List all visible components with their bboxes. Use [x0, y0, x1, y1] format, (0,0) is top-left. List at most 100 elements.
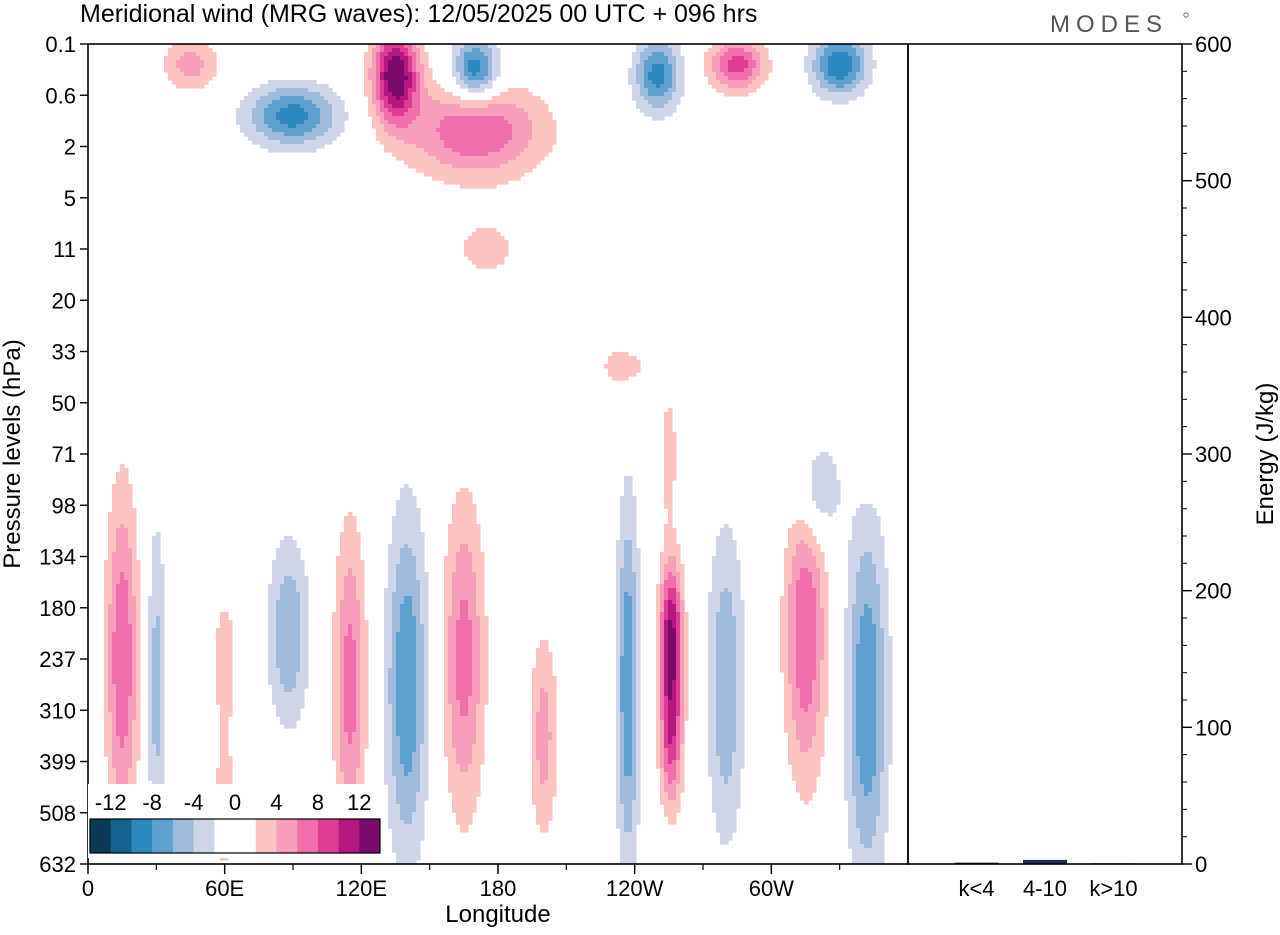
contour-cell — [124, 600, 129, 605]
contour-cell — [836, 72, 841, 77]
contour-cell — [784, 584, 789, 589]
contour-cell — [396, 52, 401, 57]
contour-cell — [400, 548, 405, 553]
contour-cell — [408, 84, 413, 89]
contour-cell — [468, 576, 473, 581]
contour-cell — [880, 536, 885, 541]
contour-cell — [384, 592, 389, 597]
contour-cell — [188, 60, 193, 65]
contour-cell — [816, 48, 821, 53]
contour-cell — [252, 108, 257, 113]
contour-cell — [512, 124, 517, 129]
contour-cell — [460, 508, 465, 513]
contour-cell — [792, 568, 797, 573]
contour-cell — [540, 132, 545, 137]
contour-cell — [416, 72, 421, 77]
contour-cell — [448, 564, 453, 569]
contour-cell — [848, 76, 853, 81]
contour-cell — [380, 88, 385, 93]
contour-cell — [676, 544, 681, 549]
contour-cell — [544, 116, 549, 121]
contour-cell — [816, 480, 821, 485]
contour-cell — [472, 60, 477, 65]
contour-cell — [424, 76, 429, 81]
contour-cell — [660, 552, 665, 557]
contour-cell — [660, 568, 665, 573]
contour-cell — [820, 500, 825, 505]
contour-cell — [424, 160, 429, 165]
contour-cell — [672, 460, 677, 465]
contour-cell — [780, 604, 785, 609]
contour-cell — [716, 572, 721, 577]
contour-cell — [456, 524, 461, 529]
contour-cell — [160, 568, 165, 573]
contour-cell — [868, 512, 873, 517]
contour-cell — [480, 244, 485, 249]
contour-cell — [848, 88, 853, 93]
contour-cell — [880, 592, 885, 597]
contour-cell — [360, 576, 365, 581]
contour-cell — [452, 60, 457, 65]
contour-cell — [800, 580, 805, 585]
contour-cell — [396, 48, 401, 53]
contour-cell — [848, 588, 853, 593]
contour-cell — [608, 364, 613, 369]
contour-cell — [664, 484, 669, 489]
contour-cell — [660, 596, 665, 601]
contour-cell — [360, 612, 365, 617]
contour-cell — [680, 72, 685, 77]
contour-cell — [352, 596, 357, 601]
contour-cell — [124, 532, 129, 537]
contour-cell — [452, 148, 457, 153]
contour-cell — [788, 576, 793, 581]
contour-cell — [616, 564, 621, 569]
contour-cell — [396, 504, 401, 509]
contour-cell — [524, 92, 529, 97]
contour-cell — [488, 48, 493, 53]
contour-cell — [396, 596, 401, 601]
contour-cell — [376, 80, 381, 85]
contour-cell — [644, 60, 649, 65]
contour-cell — [340, 556, 345, 561]
contour-cell — [344, 608, 349, 613]
contour-cell — [440, 148, 445, 153]
contour-cell — [192, 52, 197, 57]
contour-cell — [476, 44, 481, 49]
contour-cell — [388, 48, 393, 53]
contour-cell — [372, 64, 377, 69]
contour-cell — [840, 68, 845, 73]
contour-cell — [796, 596, 801, 601]
contour-cell — [636, 68, 641, 73]
contour-cell — [348, 604, 353, 609]
contour-cell — [792, 532, 797, 537]
contour-cell — [404, 108, 409, 113]
contour-field — [104, 44, 893, 865]
contour-cell — [276, 128, 281, 133]
contour-cell — [296, 564, 301, 569]
contour-cell — [520, 136, 525, 141]
contour-cell — [668, 412, 673, 417]
contour-cell — [724, 620, 729, 625]
contour-cell — [676, 552, 681, 557]
contour-cell — [824, 44, 829, 49]
contour-cell — [660, 624, 665, 629]
contour-cell — [304, 136, 309, 141]
contour-cell — [340, 600, 345, 605]
contour-cell — [416, 68, 421, 73]
contour-cell — [472, 176, 477, 181]
contour-cell — [220, 620, 225, 625]
contour-cell — [676, 620, 681, 625]
contour-cell — [664, 468, 669, 473]
contour-cell — [720, 72, 725, 77]
contour-cell — [548, 120, 553, 125]
contour-cell — [292, 604, 297, 609]
contour-cell — [244, 108, 249, 113]
contour-cell — [112, 608, 117, 613]
contour-cell — [664, 104, 669, 109]
contour-cell — [356, 576, 361, 581]
contour-cell — [480, 592, 485, 597]
contour-cell — [376, 52, 381, 57]
contour-cell — [132, 556, 137, 561]
contour-cell — [116, 620, 121, 625]
contour-cell — [636, 44, 641, 49]
